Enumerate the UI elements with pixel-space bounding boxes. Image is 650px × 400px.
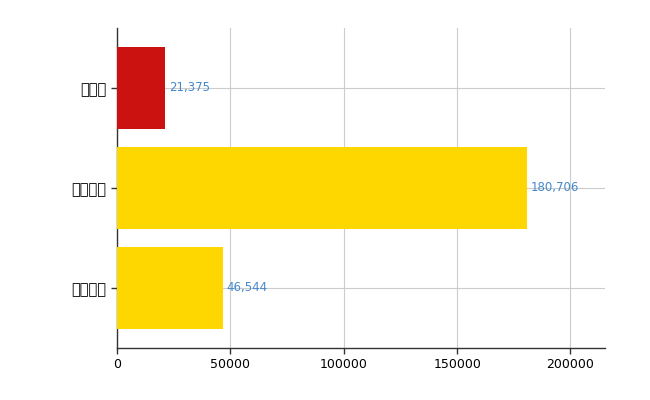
Text: 21,375: 21,375 [170, 82, 211, 94]
Bar [117, 147, 526, 229]
Text: 46,544: 46,544 [227, 282, 268, 294]
Bar [117, 47, 166, 129]
Bar [117, 247, 222, 329]
Text: 180,706: 180,706 [531, 182, 579, 194]
